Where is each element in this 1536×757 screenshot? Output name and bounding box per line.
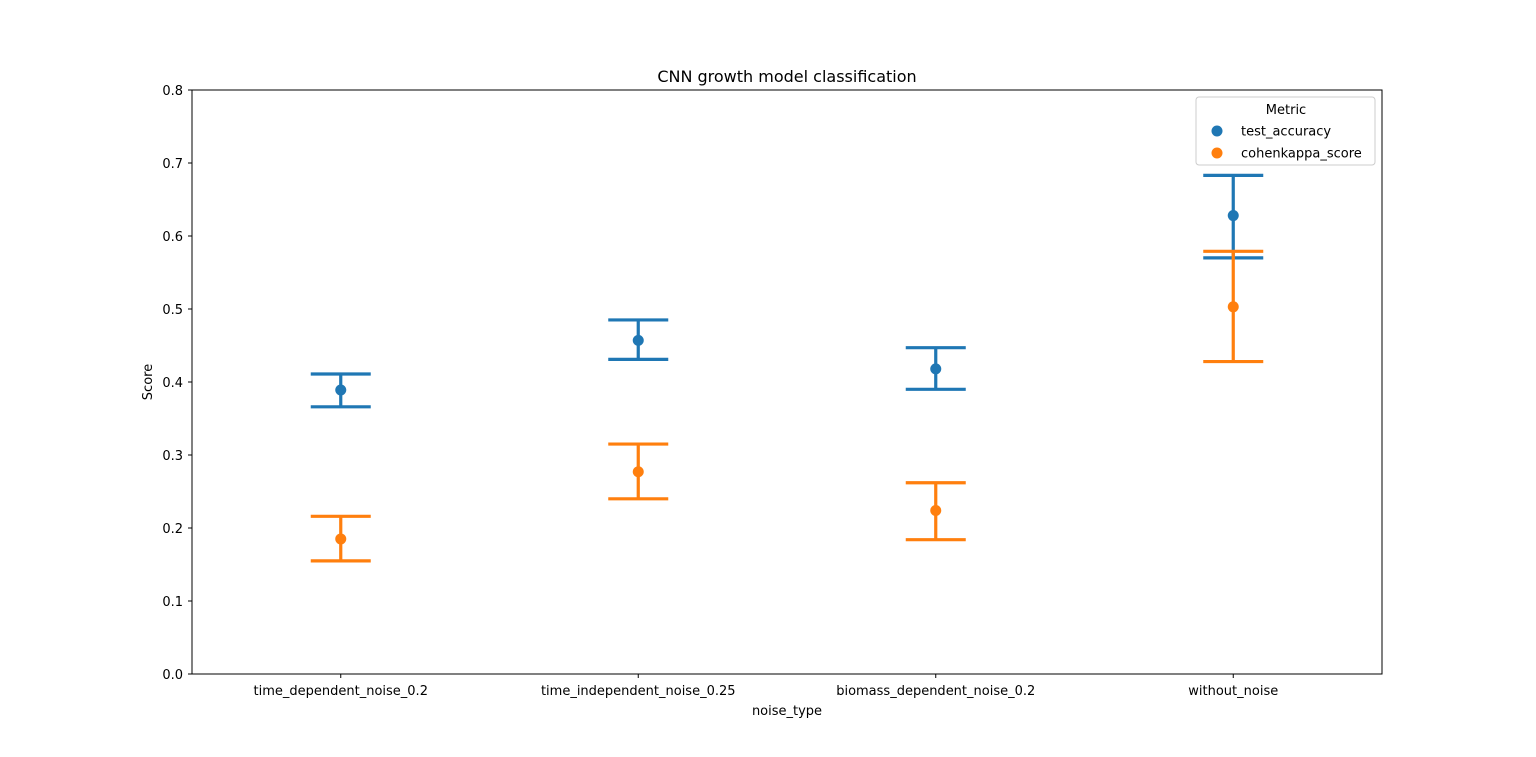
data-point xyxy=(632,466,644,478)
y-tick-label: 0.7 xyxy=(162,157,183,172)
y-tick-label: 0.6 xyxy=(162,230,183,245)
y-tick-label: 0.8 xyxy=(162,84,183,99)
plot-frame xyxy=(191,89,1383,675)
y-axis: 0.0 0.1 0.2 0.3 0.4 0.5 0.6 0.7 0.8 xyxy=(162,84,192,683)
legend-label: test_accuracy xyxy=(1241,125,1331,140)
legend: Metric test_accuracy cohenkappa_score xyxy=(1195,96,1376,166)
series-test_accuracy xyxy=(310,173,1264,409)
x-axis: time_dependent_noise_0.2 time_independent… xyxy=(254,674,1278,699)
data-point xyxy=(1227,210,1239,222)
data-point xyxy=(1227,301,1239,313)
data-point xyxy=(930,504,942,516)
y-tick-label: 0.3 xyxy=(162,449,183,464)
x-tick-label: biomass_dependent_noise_0.2 xyxy=(836,684,1035,699)
legend-title: Metric xyxy=(1266,103,1306,118)
legend-label: cohenkappa_score xyxy=(1241,147,1362,162)
y-tick-label: 0.4 xyxy=(162,376,183,391)
data-point xyxy=(930,363,942,375)
x-tick-label: time_dependent_noise_0.2 xyxy=(254,684,428,699)
y-tick-label: 0.1 xyxy=(162,595,183,610)
y-tick-label: 0.0 xyxy=(162,668,183,683)
legend-items: test_accuracy cohenkappa_score xyxy=(1211,125,1362,162)
legend-marker-test_accuracy xyxy=(1211,125,1223,137)
x-axis-label: noise_type xyxy=(752,704,822,719)
y-axis-label: Score xyxy=(141,364,156,400)
series-layer xyxy=(310,173,1264,563)
data-point xyxy=(335,384,347,396)
y-tick-label: 0.2 xyxy=(162,522,183,537)
legend-frame xyxy=(1195,96,1376,166)
x-tick-label: without_noise xyxy=(1188,684,1278,699)
series-cohenkappa_score xyxy=(310,249,1264,563)
y-tick-label: 0.5 xyxy=(162,303,183,318)
data-point xyxy=(632,334,644,346)
chart-title: CNN growth model classification xyxy=(657,67,916,86)
legend-marker-cohenkappa_score xyxy=(1211,147,1223,159)
x-tick-label: time_independent_noise_0.25 xyxy=(541,684,736,699)
data-point xyxy=(335,533,347,545)
